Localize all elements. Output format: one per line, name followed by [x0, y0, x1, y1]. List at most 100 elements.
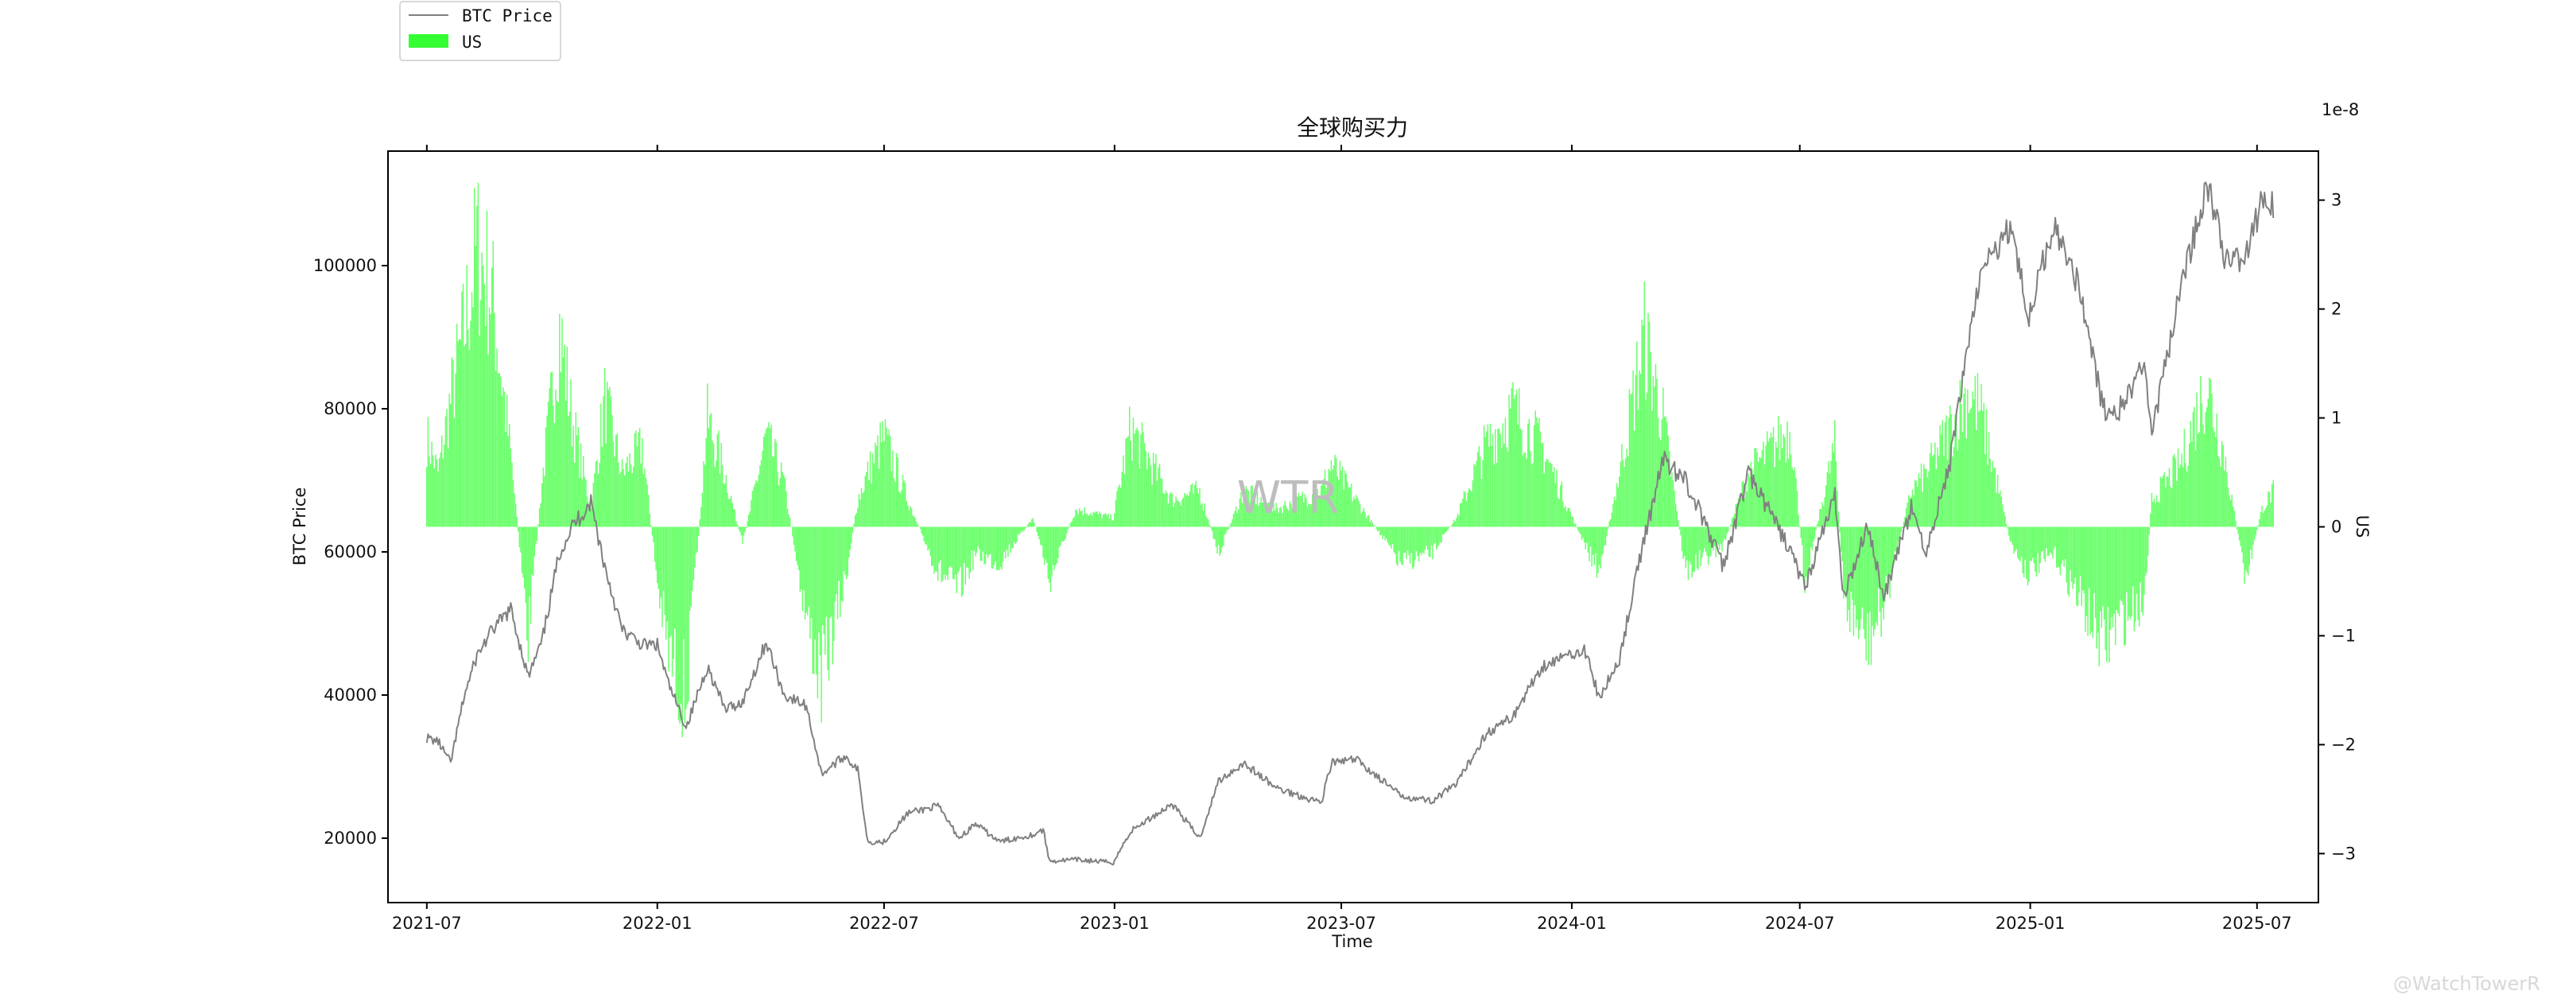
- us-bar: [2138, 526, 2140, 627]
- us-bar: [677, 526, 678, 708]
- us-bar: [1297, 496, 1298, 527]
- us-bar: [1216, 526, 1218, 553]
- us-bar: [1586, 526, 1588, 543]
- us-bar: [2035, 526, 2038, 577]
- us-bar: [1161, 479, 1163, 527]
- us-bar: [2227, 487, 2229, 527]
- us-bar: [1883, 526, 1884, 620]
- us-bar: [581, 479, 583, 527]
- us-bar: [557, 402, 559, 527]
- us-bar: [1508, 394, 1510, 527]
- us-bar: [703, 461, 704, 527]
- us-bar: [1739, 495, 1740, 527]
- us-bar: [951, 526, 952, 568]
- x-axis-title: Time: [1331, 932, 1372, 951]
- us-bar: [1224, 526, 1226, 535]
- us-bar: [1399, 526, 1401, 561]
- us-bar: [1298, 492, 1300, 527]
- us-bar: [1880, 526, 1882, 637]
- us-bar: [1097, 514, 1100, 527]
- us-bar: [625, 463, 627, 527]
- us-bar: [1628, 389, 1631, 527]
- us-bar: [2206, 407, 2208, 527]
- us-bar: [525, 526, 527, 604]
- us-bar: [1856, 526, 1858, 620]
- us-bar: [1766, 431, 1768, 527]
- us-bar: [2126, 526, 2128, 592]
- us-bar: [1398, 526, 1400, 551]
- us-bar: [1394, 526, 1396, 554]
- us-bar: [2007, 526, 2008, 529]
- us-bar: [962, 526, 964, 596]
- us-bar: [544, 476, 545, 527]
- us-bar: [1276, 507, 1278, 527]
- us-bar: [882, 421, 884, 527]
- us-bar: [879, 422, 881, 527]
- us-bar: [600, 403, 602, 527]
- us-bar: [1430, 526, 1433, 546]
- us-bar: [1375, 526, 1377, 530]
- us-bar: [1423, 526, 1425, 554]
- us-bar: [2182, 467, 2184, 527]
- us-bar: [845, 526, 848, 580]
- us-bar: [2233, 511, 2236, 527]
- us-bar: [1631, 392, 1633, 527]
- us-bar: [485, 326, 487, 527]
- us-bar: [859, 499, 861, 527]
- us-bar: [506, 394, 508, 527]
- us-bar: [821, 526, 822, 723]
- us-bar: [1141, 421, 1143, 527]
- us-bar: [812, 526, 813, 674]
- us-bar: [1571, 516, 1573, 527]
- us-bar: [2247, 526, 2249, 576]
- us-bar: [1369, 522, 1371, 527]
- us-bar: [1004, 526, 1007, 559]
- us-bar: [949, 526, 950, 568]
- us-bar: [1896, 526, 1899, 553]
- us-bar: [597, 474, 599, 527]
- us-bar: [1286, 508, 1288, 527]
- us-bar: [986, 526, 987, 554]
- us-bar: [1763, 441, 1764, 527]
- us-bar: [1558, 499, 1560, 527]
- us-bar: [1761, 449, 1763, 527]
- us-bar: [1134, 433, 1135, 527]
- us-bar: [1789, 432, 1790, 527]
- us-bar: [2098, 526, 2100, 666]
- us-bar: [1701, 526, 1703, 558]
- us-bar: [1288, 510, 1290, 527]
- us-bar: [1076, 511, 1078, 527]
- us-bar: [436, 459, 438, 527]
- us-bar: [1637, 410, 1639, 527]
- us-bar: [1641, 319, 1643, 527]
- us-bar: [759, 465, 761, 527]
- us-bar: [2046, 526, 2049, 557]
- us-bar: [762, 450, 763, 527]
- us-bar: [1964, 387, 1966, 527]
- us-bar: [912, 515, 914, 527]
- us-bar: [1204, 503, 1205, 527]
- us-bar: [438, 458, 440, 527]
- us-bar: [999, 526, 1000, 571]
- us-bar: [472, 307, 474, 527]
- x-tick-label: 2021-07: [392, 914, 462, 933]
- us-bar: [1837, 511, 1840, 527]
- us-bar: [1091, 515, 1093, 527]
- us-bar: [2183, 429, 2186, 527]
- us-bar: [1680, 526, 1682, 536]
- us-bar: [479, 300, 482, 527]
- us-bar: [789, 518, 791, 527]
- us-bar: [819, 526, 821, 656]
- us-bar: [1876, 526, 1879, 626]
- us-bar: [1672, 480, 1674, 527]
- us-bar: [669, 526, 671, 639]
- us-bar: [440, 452, 441, 527]
- us-bar: [2124, 526, 2127, 645]
- us-bar: [2143, 526, 2145, 596]
- us-bar: [2012, 526, 2014, 546]
- us-bar: [1963, 394, 1965, 527]
- us-bar: [561, 318, 563, 527]
- us-bar: [1177, 501, 1179, 527]
- us-bar: [1538, 418, 1540, 527]
- us-bar: [2022, 526, 2023, 573]
